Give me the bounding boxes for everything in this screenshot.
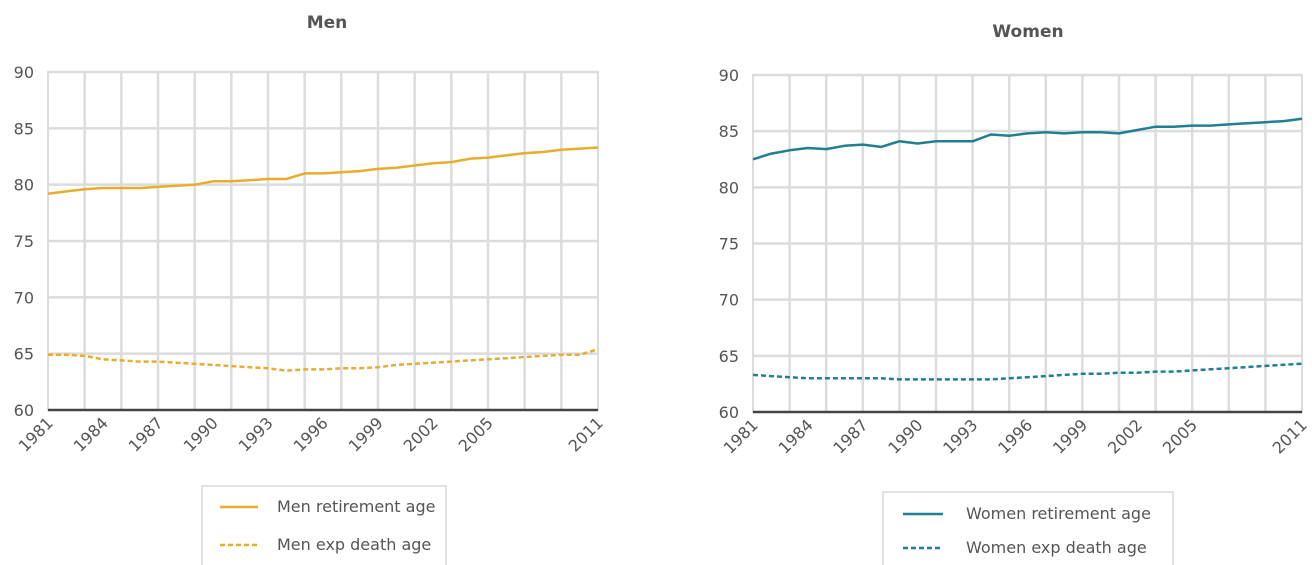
women-chart-title: Women — [992, 22, 1063, 42]
women-y-tick-label: 60 — [719, 403, 739, 422]
women-series-exp-death-age-line — [752, 362, 1303, 381]
men-x-tick-label: 1999 — [345, 413, 387, 455]
men-x-tick-label: 2005 — [455, 413, 497, 455]
men-x-tick-label: 1990 — [180, 413, 222, 455]
men-y-tick-label: 85 — [14, 119, 34, 138]
men-y-tick-label: 90 — [14, 63, 34, 82]
legend-label-women-retirement: Women retirement age — [966, 504, 1151, 523]
women-x-tick-label: 2002 — [1104, 415, 1146, 457]
legend-label-men-retirement: Men retirement age — [277, 497, 435, 516]
men-x-tick-label: 1996 — [290, 413, 332, 455]
women-x-tick-label: 1990 — [884, 415, 926, 457]
men-series-retirement-age-line — [47, 146, 599, 195]
men-y-tick-label: 80 — [14, 176, 34, 195]
men-x-tick-label: 1984 — [70, 413, 112, 455]
women-x-tick-label: 1987 — [829, 415, 871, 457]
women-series-retirement-age-line — [752, 117, 1303, 161]
men-y-tick-label: 65 — [14, 345, 34, 364]
women-x-tick-label: 1984 — [775, 415, 817, 457]
women-y-tick-label: 80 — [719, 178, 739, 197]
men-series-exp-death-age-line — [48, 348, 599, 372]
men-y-tick-label: 70 — [14, 288, 34, 307]
legend-label-men-death: Men exp death age — [277, 535, 431, 554]
women-y-tick-label: 90 — [719, 66, 739, 85]
women-y-tick-label: 85 — [719, 122, 739, 141]
women-x-tick-label: 2005 — [1159, 415, 1201, 457]
men-legend: Men retirement age Men exp death age — [201, 485, 447, 565]
women-x-tick-label: 1999 — [1049, 415, 1091, 457]
men-chart-title: Men — [307, 13, 348, 33]
women-legend: Women retirement age Women exp death age — [882, 491, 1174, 565]
men-x-tick-label: 1987 — [125, 413, 167, 455]
women-x-tick-label: 1993 — [939, 415, 981, 457]
men-y-tick-label: 75 — [14, 232, 34, 251]
legend-label-women-death: Women exp death age — [966, 538, 1147, 557]
women-y-tick-label: 65 — [719, 347, 739, 366]
men-x-tick-label: 1993 — [235, 413, 277, 455]
men-x-tick-label: 2011 — [565, 413, 607, 455]
women-y-tick-label: 70 — [719, 291, 739, 310]
women-y-tick-label: 75 — [719, 235, 739, 254]
men-x-tick-label: 2002 — [400, 413, 442, 455]
women-x-tick-label: 1996 — [994, 415, 1036, 457]
women-x-tick-label: 2011 — [1269, 415, 1311, 457]
men-y-tick-label: 60 — [14, 401, 34, 420]
